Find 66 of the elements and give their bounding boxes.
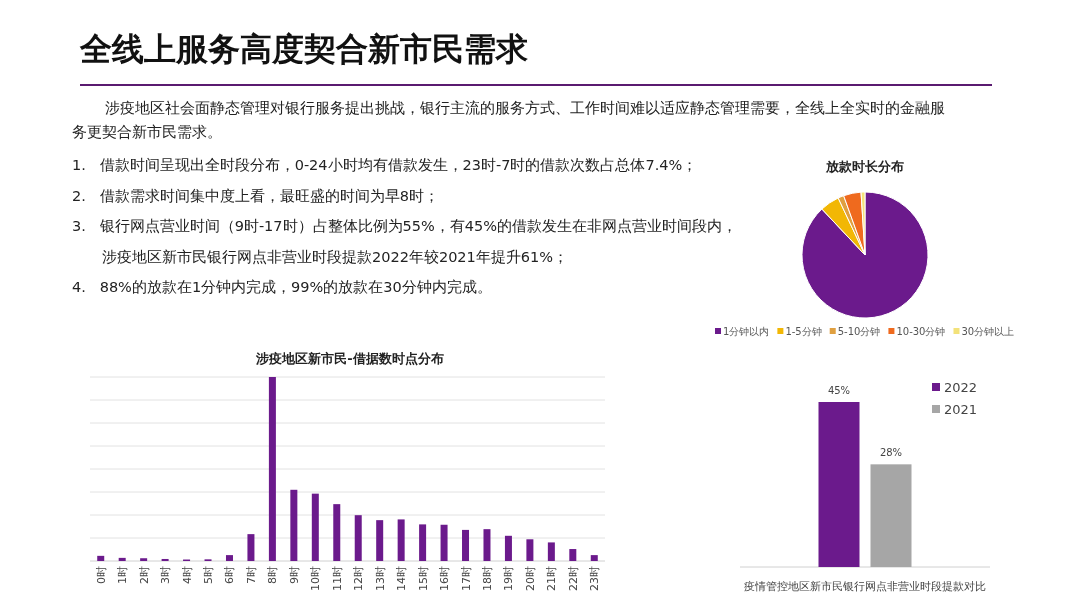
- legend-label: 2022: [944, 380, 978, 395]
- legend-label: 30分钟以上: [961, 326, 1015, 337]
- x-tick-label: 13时: [373, 566, 387, 591]
- x-tick-label: 5时: [202, 566, 216, 584]
- x-tick-label: 8时: [266, 566, 280, 584]
- legend-label: 10-30分钟: [896, 326, 946, 337]
- bar: [504, 535, 512, 561]
- x-tick-label: 9时: [287, 566, 301, 584]
- x-tick-label: 20时: [523, 566, 537, 591]
- legend-label: 1分钟以内: [723, 326, 770, 337]
- bar: [161, 558, 169, 561]
- x-tick-label: 0时: [94, 566, 108, 584]
- bar: [140, 558, 148, 561]
- bar: [247, 534, 255, 561]
- bar: [569, 549, 577, 561]
- bar: [354, 515, 362, 561]
- x-tick-label: 23时: [588, 566, 602, 591]
- data-label: 45%: [827, 385, 851, 396]
- text: 4. 88%的放款在1分钟内完成，99%的放款在30分钟内完成。: [72, 278, 492, 297]
- bar: [547, 542, 555, 561]
- x-tick-label: 11时: [330, 566, 344, 591]
- x-tick-label: 21时: [545, 566, 559, 591]
- text: 涉疫地区社会面静态管理对银行服务提出挑战，银行主流的服务方式、工作时间难以适应静态管理需要，全线上全实时的金融服务更契合新市民需求。: [72, 99, 947, 142]
- x-tick-label: 22时: [566, 566, 580, 591]
- x-tick-label: 2时: [137, 566, 151, 584]
- bar: [483, 529, 491, 561]
- bar: [290, 489, 298, 561]
- text: 涉疫地区新市民银行网点非营业时段提款2022年较2021年提升61%；: [102, 247, 569, 267]
- pie-slice: [801, 191, 929, 319]
- text: 全线上服务高度契合新市民需求: [80, 29, 528, 70]
- text: 3. 银行网点营业时间（9时-17时）占整体比例为55%，有45%的借款发生在非网点营业时间段内，: [72, 217, 738, 236]
- bar: [118, 557, 126, 561]
- bar: [419, 524, 427, 561]
- x-tick-label: 17时: [459, 566, 473, 591]
- x-tick-label: 15时: [416, 566, 430, 591]
- x-tick-label: 疫情管控地区新市民银行网点非营业时段提款对比: [744, 580, 986, 593]
- x-tick-label: 18时: [480, 566, 494, 591]
- bar: [590, 555, 598, 561]
- text: 2. 借款需求时间集中度上看，最旺盛的时间为早8时；: [72, 186, 439, 206]
- chart-title: 放款时长分布: [825, 159, 904, 174]
- x-tick-label: 10时: [309, 566, 323, 591]
- bar: [440, 524, 448, 561]
- bar: [333, 504, 341, 561]
- x-tick-label: 6时: [223, 566, 237, 584]
- bar: [268, 377, 276, 561]
- legend-label: 2021: [944, 402, 978, 417]
- x-tick-label: 14时: [395, 566, 409, 591]
- bar: [462, 529, 470, 561]
- bar: [526, 539, 534, 561]
- x-tick-label: 7时: [244, 566, 258, 584]
- x-tick-label: 16时: [438, 566, 452, 591]
- x-tick-label: 4时: [180, 566, 194, 584]
- bar: [97, 555, 105, 561]
- x-tick-label: 3时: [159, 566, 173, 584]
- x-tick-label: 19时: [502, 566, 516, 591]
- x-tick-label: 1时: [116, 566, 130, 584]
- bar: [311, 493, 319, 561]
- bar: [225, 555, 233, 561]
- text: 1. 借款时间呈现出全时段分布，0-24小时均有借款发生，23时-7时的借款次数占总体7.4%；: [72, 156, 698, 175]
- legend-label: 5-10分钟: [837, 326, 881, 337]
- x-tick-label: 12时: [352, 566, 366, 591]
- chart-title: 涉疫地区新市民-借据数时点分布: [255, 351, 444, 366]
- bar: [397, 519, 405, 561]
- legend-label: 1-5分钟: [785, 326, 822, 337]
- bar: [376, 520, 384, 561]
- data-label: 28%: [879, 447, 903, 459]
